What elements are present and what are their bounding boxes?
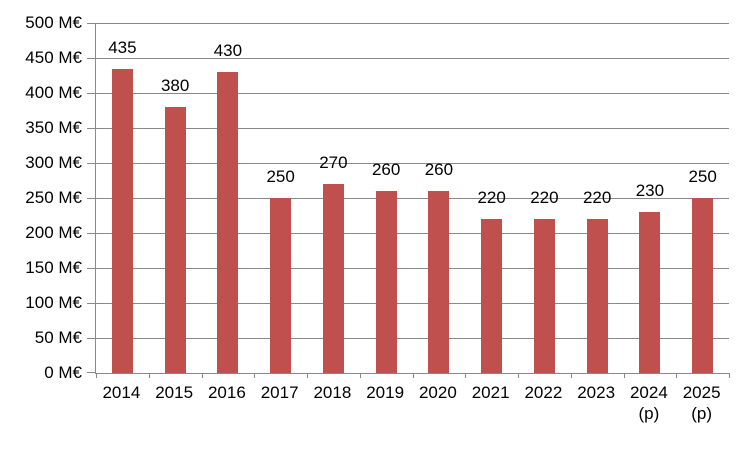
y-axis-label: 150 M€ (25, 258, 82, 277)
x-axis-label-2024: 2024 (p) (629, 383, 668, 423)
bar-2019 (375, 191, 397, 373)
y-axis-tick (87, 268, 95, 269)
x-axis-tick (518, 373, 519, 378)
gridline (96, 92, 729, 94)
bar-2015 (164, 107, 186, 373)
bar-2021 (481, 219, 503, 373)
y-axis-tick (87, 93, 95, 94)
bar-2020 (428, 191, 450, 373)
data-label-2020: 260 (424, 160, 454, 179)
gridline (96, 232, 729, 234)
bar-2023 (586, 219, 608, 373)
x-axis-tick (148, 373, 150, 378)
x-axis-tick (307, 373, 308, 378)
data-label-2017: 250 (266, 167, 295, 186)
y-axis-tick (87, 23, 95, 24)
gridline (96, 57, 729, 59)
data-label-2016: 430 (213, 41, 243, 60)
bar-2017 (270, 198, 292, 373)
data-label-2023: 220 (582, 188, 612, 207)
x-axis-label-2018: 2018 (313, 383, 352, 402)
y-axis-tick (87, 163, 95, 164)
x-axis-tick (96, 373, 97, 378)
plot-area: 435 380 430 250 270 260 260 220 220 220 230 250 (87, 23, 730, 378)
y-axis-label: 0 M€ (44, 363, 82, 382)
x-axis-label-2019: 2019 (366, 383, 405, 402)
gridline (96, 302, 729, 304)
y-axis-tick (87, 303, 95, 304)
y-axis-label: 450 M€ (25, 48, 82, 67)
y-axis-tick (87, 372, 95, 373)
x-axis-tick (201, 373, 203, 378)
y-axis-label: 100 M€ (25, 293, 82, 312)
x-axis-label-2015: 2015 (155, 383, 194, 402)
data-label-2014: 435 (108, 37, 137, 57)
y-axis-tick (87, 233, 95, 234)
y-axis-label: 250 M€ (25, 188, 82, 207)
x-axis-label-2023: 2023 (577, 383, 616, 402)
data-label-2018: 270 (319, 153, 348, 172)
y-axis-label: 300 M€ (25, 153, 82, 172)
bar-2025 (692, 198, 714, 373)
bar-2018 (322, 184, 344, 373)
gridline (96, 127, 729, 129)
y-axis-label: 400 M€ (25, 83, 82, 102)
y-axis-tick (87, 128, 95, 129)
gridline (96, 162, 729, 164)
gridline (96, 23, 729, 24)
gridline (96, 267, 729, 269)
x-axis-tick (359, 373, 361, 378)
data-label-2021: 220 (477, 188, 506, 207)
x-axis-tick (623, 373, 625, 378)
x-axis-label-2025: 2025 (p) (682, 383, 721, 423)
y-axis-tick (87, 338, 95, 339)
y-axis-tick (87, 58, 95, 59)
x-axis-tick (729, 373, 730, 378)
x-axis-label-2017: 2017 (260, 383, 299, 402)
gridline (96, 197, 729, 199)
x-axis-label-2020: 2020 (418, 383, 457, 402)
x-axis-tick (254, 373, 256, 378)
y-axis-label: 500 M€ (25, 13, 82, 32)
x-axis-label-2022: 2022 (524, 383, 563, 402)
data-label-2015: 380 (160, 76, 190, 95)
x-axis-tick (412, 373, 414, 378)
data-label-2019: 260 (371, 160, 401, 179)
x-axis-tick (676, 373, 678, 378)
x-axis-label-2021: 2021 (471, 383, 510, 402)
bar-2022 (533, 219, 555, 373)
y-axis-label: 350 M€ (25, 118, 82, 137)
x-axis-tick (570, 373, 572, 378)
gridline (96, 337, 729, 339)
bar-2016 (217, 72, 239, 373)
data-label-2022: 220 (530, 188, 559, 207)
x-axis-tick (465, 373, 467, 378)
data-label-2024: 230 (635, 181, 665, 200)
y-axis-label: 200 M€ (25, 223, 82, 242)
y-axis-tick (87, 198, 95, 199)
bar-2024 (639, 212, 661, 373)
x-axis-label-2016: 2016 (207, 383, 246, 402)
data-label-2025: 250 (688, 167, 717, 186)
x-axis-label-2014: 2014 (102, 383, 141, 402)
y-axis-label: 50 M€ (34, 328, 82, 347)
bar-2014 (111, 68, 133, 373)
